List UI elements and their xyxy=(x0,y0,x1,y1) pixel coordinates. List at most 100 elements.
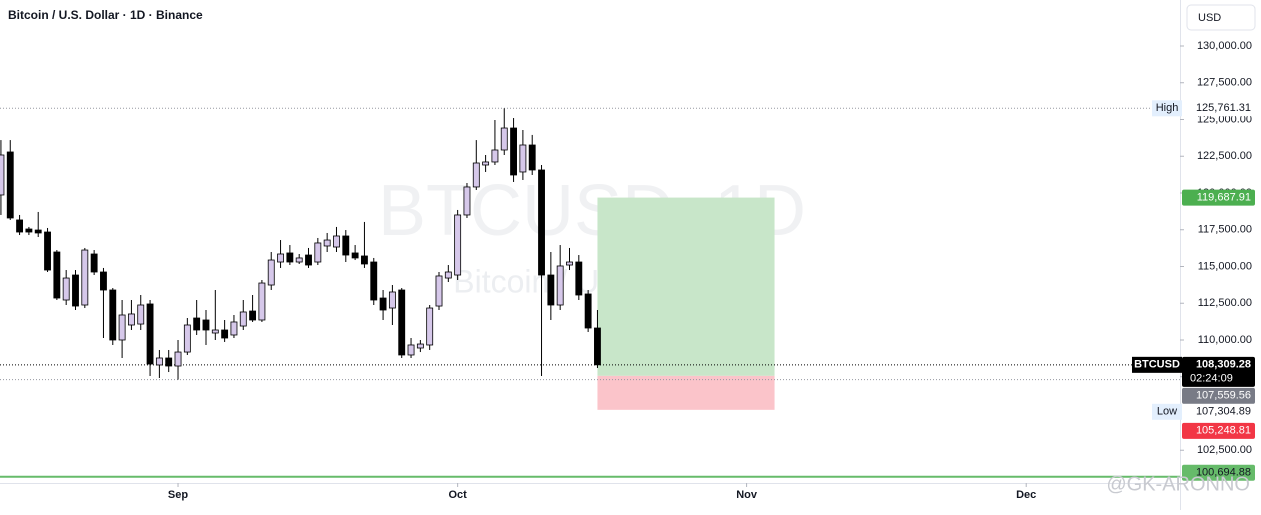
candle-body xyxy=(62,277,70,301)
candle-body xyxy=(165,357,173,367)
last-value: 108,309.28 xyxy=(1196,359,1251,371)
low-tag: Low xyxy=(1157,406,1177,418)
candle-body xyxy=(472,162,480,188)
level-label: 100,694.88 xyxy=(1196,467,1251,479)
x-tick-label: Nov xyxy=(736,489,758,501)
last-box xyxy=(1182,356,1255,387)
symbol-box xyxy=(1132,356,1182,373)
candle-body xyxy=(72,274,79,307)
candle-body xyxy=(146,303,154,365)
x-tick-label: Oct xyxy=(448,489,467,501)
profit-zone xyxy=(597,197,775,376)
candle-body xyxy=(295,257,303,263)
candle-body xyxy=(127,313,135,326)
candle-body xyxy=(491,149,499,163)
symbol-tag: BTCUSD xyxy=(1134,359,1180,371)
candle-body xyxy=(528,144,536,171)
candle-body xyxy=(510,127,517,176)
currency[interactable]: USD xyxy=(1198,12,1221,24)
candle-body xyxy=(594,327,601,366)
candle-body xyxy=(342,235,350,256)
candle-body xyxy=(249,310,257,321)
credit: @GK-ARONNO xyxy=(1106,473,1250,495)
candle-body xyxy=(193,317,201,331)
low-value-box xyxy=(1182,403,1255,420)
candle-body xyxy=(211,329,219,334)
low-tag-box xyxy=(1152,403,1182,420)
candle-body xyxy=(388,291,396,309)
entry-label: 107,559.56 xyxy=(1196,390,1251,402)
high-value: 125,761.31 xyxy=(1196,102,1251,114)
candle-body xyxy=(100,271,107,291)
candle-body xyxy=(547,274,555,306)
candle-body xyxy=(16,219,24,233)
high-value-box xyxy=(1182,100,1255,117)
high-tag: High xyxy=(1156,102,1179,114)
candle-body xyxy=(90,253,98,273)
candle-body xyxy=(0,154,5,196)
candle-body xyxy=(183,324,191,353)
last-countdown: 02:24:09 xyxy=(1190,373,1233,385)
candle-body xyxy=(286,252,294,263)
y-tick-label: 125,000.00 xyxy=(1197,113,1252,125)
candle-body xyxy=(53,251,61,299)
candle-body xyxy=(305,254,312,266)
candle-body xyxy=(258,282,266,321)
candle-body xyxy=(6,151,14,219)
candle-body xyxy=(566,261,573,266)
y-tick-label: 112,500.00 xyxy=(1198,297,1252,309)
target-label: 119,687.91 xyxy=(1197,191,1251,203)
entry-label-box xyxy=(1182,387,1255,404)
candle-body xyxy=(584,293,592,329)
candle-body xyxy=(323,239,331,247)
candle-body xyxy=(361,255,368,265)
candle-body xyxy=(426,307,434,346)
candle-body xyxy=(351,252,359,259)
candle-body xyxy=(500,127,508,151)
candle-body xyxy=(519,144,527,173)
candle-body xyxy=(435,275,443,307)
candle-body xyxy=(221,329,229,339)
candle-body xyxy=(482,161,490,166)
x-tick-label: Dec xyxy=(1016,489,1036,501)
stop-label: 105,248.81 xyxy=(1196,425,1251,437)
candle-body xyxy=(277,253,284,263)
stop-label-box xyxy=(1182,422,1255,439)
candle-body xyxy=(454,214,462,276)
candle-body xyxy=(575,261,583,296)
currency-button[interactable] xyxy=(1186,4,1256,31)
candle-body xyxy=(34,229,42,234)
x-tick-label: Sep xyxy=(168,489,188,501)
candle-body xyxy=(267,259,275,286)
candle-body xyxy=(444,271,452,279)
level-label-box xyxy=(1182,464,1255,481)
candle-body xyxy=(239,311,247,327)
low-value: 107,304.89 xyxy=(1196,406,1251,418)
candle-body xyxy=(118,314,126,341)
candle-body xyxy=(25,228,33,233)
high-tag-box xyxy=(1152,100,1182,117)
loss-zone xyxy=(597,375,775,410)
y-tick-label: 127,500.00 xyxy=(1197,77,1252,89)
candle-body xyxy=(137,304,145,325)
candle-body xyxy=(155,357,163,366)
candle-body xyxy=(416,343,424,349)
candle-body xyxy=(370,261,378,301)
candle-body xyxy=(379,297,387,311)
y-tick-label: 117,500.00 xyxy=(1198,224,1252,236)
y-tick-label: 110,000.00 xyxy=(1198,334,1252,346)
candle-body xyxy=(463,186,471,216)
candle-body xyxy=(109,289,117,341)
y-tick-label: 122,500.00 xyxy=(1197,150,1252,162)
y-tick-label: 102,500.00 xyxy=(1197,444,1252,456)
candle-body xyxy=(44,231,51,271)
y-tick-label: 130,000.00 xyxy=(1197,40,1252,52)
candle-body xyxy=(538,169,545,276)
candle-body xyxy=(556,265,564,306)
candle-body xyxy=(398,289,406,356)
y-tick-label: 115,000.00 xyxy=(1198,260,1252,272)
target-label-box xyxy=(1182,189,1255,206)
candle-body xyxy=(81,249,89,306)
